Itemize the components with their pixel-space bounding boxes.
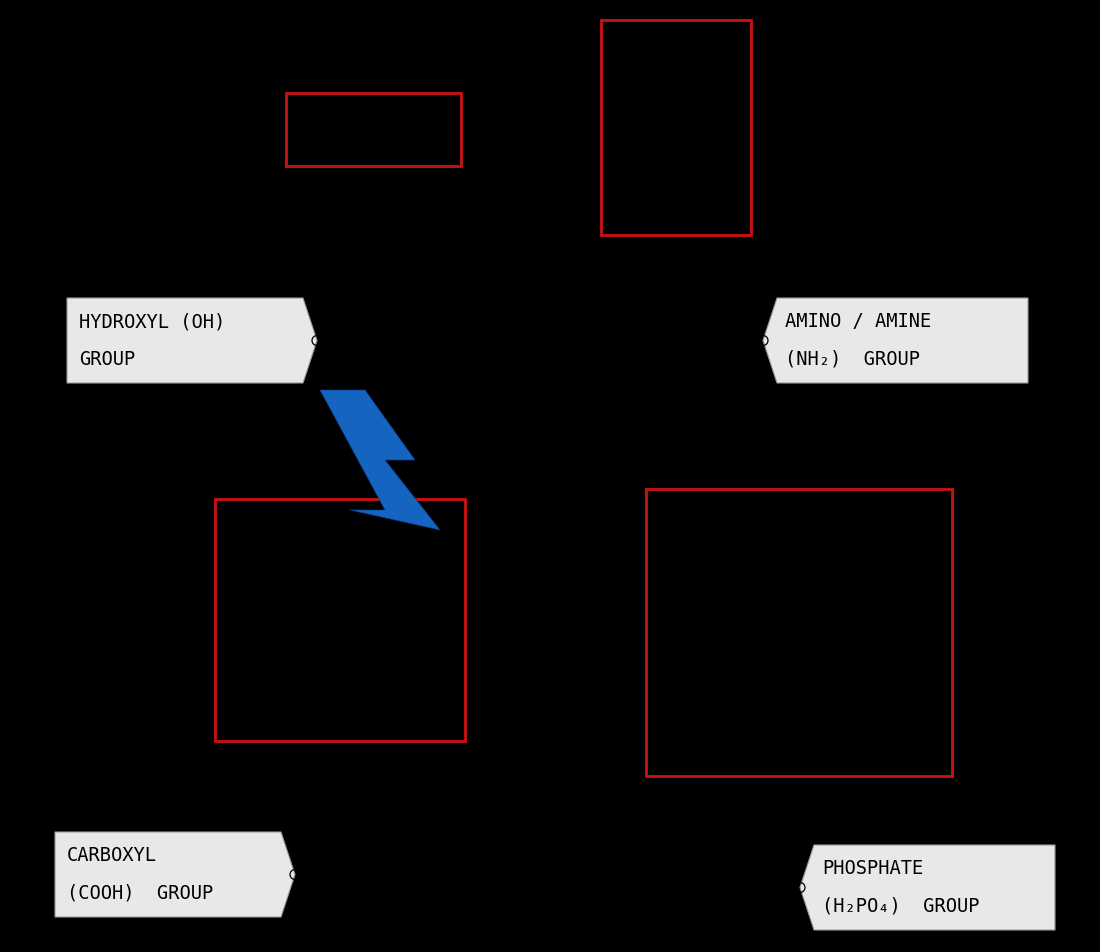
Text: (COOH)  GROUP: (COOH) GROUP xyxy=(67,883,213,902)
Polygon shape xyxy=(55,832,295,917)
Text: GROUP: GROUP xyxy=(79,349,135,368)
Polygon shape xyxy=(320,390,440,530)
Text: CARBOXYL: CARBOXYL xyxy=(67,846,157,865)
Text: AMINO / AMINE: AMINO / AMINE xyxy=(785,312,932,331)
Polygon shape xyxy=(67,298,317,383)
Polygon shape xyxy=(800,845,1055,930)
Text: (NH₂)  GROUP: (NH₂) GROUP xyxy=(785,349,920,368)
Bar xyxy=(214,499,465,741)
Bar xyxy=(646,489,952,776)
Text: PHOSPHATE: PHOSPHATE xyxy=(822,860,923,879)
Polygon shape xyxy=(763,298,1028,383)
Bar xyxy=(601,20,751,235)
Text: (H₂PO₄)  GROUP: (H₂PO₄) GROUP xyxy=(822,897,979,916)
Bar xyxy=(286,93,461,166)
Text: HYDROXYL (OH): HYDROXYL (OH) xyxy=(79,312,226,331)
